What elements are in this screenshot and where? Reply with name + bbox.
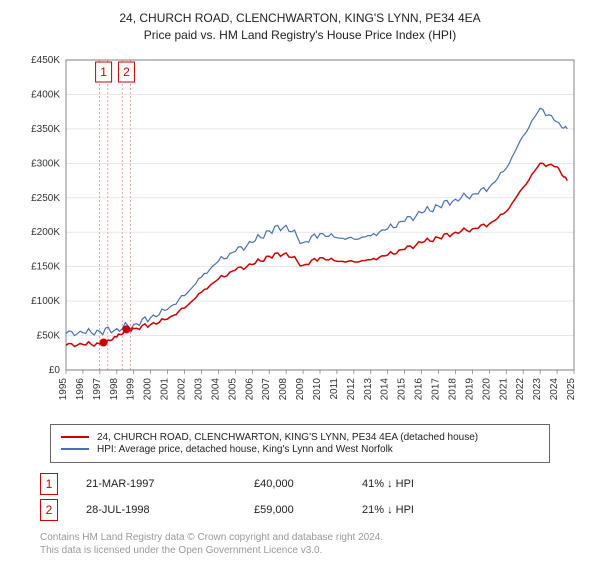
svg-text:2009: 2009 <box>295 377 306 400</box>
marker-point <box>122 325 130 333</box>
svg-text:£50K: £50K <box>37 330 61 341</box>
svg-text:2011: 2011 <box>329 377 340 399</box>
marker-table: 1 21-MAR-1997 £40,000 41% ↓ HPI 2 28-JUL-1998… <box>40 471 560 523</box>
svg-text:2014: 2014 <box>380 377 391 400</box>
marker-delta: 41% ↓ HPI <box>362 478 452 490</box>
marker-number-box: 1 <box>40 473 58 495</box>
svg-text:£250K: £250K <box>31 192 60 203</box>
svg-text:2022: 2022 <box>515 377 526 400</box>
svg-text:2012: 2012 <box>346 377 357 400</box>
title-address: 24, CHURCH ROAD, CLENCHWARTON, KING'S LY… <box>20 10 580 27</box>
svg-text:£350K: £350K <box>31 123 60 134</box>
marker-number-box: 2 <box>40 499 58 521</box>
line-chart: £0 £50K £100K £150K £200K £250K £300K £350K £400… <box>20 52 580 412</box>
legend-row: HPI: Average price, detached house, King… <box>61 444 539 455</box>
legend-box: 24, CHURCH ROAD, CLENCHWARTON, KING'S LY… <box>50 424 550 463</box>
svg-text:2002: 2002 <box>177 377 188 400</box>
svg-text:1996: 1996 <box>75 377 86 400</box>
legend-row: 24, CHURCH ROAD, CLENCHWARTON, KING'S LY… <box>61 432 539 443</box>
svg-text:2000: 2000 <box>143 377 154 400</box>
svg-text:£200K: £200K <box>31 227 60 238</box>
svg-text:2008: 2008 <box>278 377 289 400</box>
attribution-line2: This data is licensed under the Open Gov… <box>40 544 560 557</box>
legend-swatch <box>61 448 89 450</box>
svg-text:2021: 2021 <box>498 377 509 400</box>
marker-point <box>100 338 108 346</box>
svg-text:1998: 1998 <box>109 377 120 400</box>
title-subtitle: Price paid vs. HM Land Registry's House … <box>20 27 580 44</box>
legend-label: HPI: Average price, detached house, King… <box>97 444 393 455</box>
svg-text:2: 2 <box>123 65 130 79</box>
svg-text:1995: 1995 <box>58 377 69 400</box>
attribution-line1: Contains HM Land Registry data © Crown c… <box>40 531 560 544</box>
marker-price: £40,000 <box>254 478 334 490</box>
svg-text:2005: 2005 <box>227 377 238 400</box>
svg-text:£450K: £450K <box>31 55 60 66</box>
legend-label: 24, CHURCH ROAD, CLENCHWARTON, KING'S LY… <box>97 432 478 443</box>
svg-text:1997: 1997 <box>92 377 103 400</box>
svg-text:2001: 2001 <box>160 377 171 400</box>
svg-text:2003: 2003 <box>193 377 204 400</box>
svg-text:2025: 2025 <box>566 377 577 400</box>
svg-text:£300K: £300K <box>31 158 60 169</box>
svg-text:£400K: £400K <box>31 89 60 100</box>
marker-date: 28-JUL-1998 <box>86 504 226 516</box>
svg-text:1999: 1999 <box>126 377 137 400</box>
svg-text:2020: 2020 <box>481 377 492 400</box>
svg-text:£100K: £100K <box>31 296 60 307</box>
svg-text:2004: 2004 <box>210 377 221 400</box>
svg-text:2015: 2015 <box>397 377 408 400</box>
svg-text:2019: 2019 <box>464 377 475 400</box>
marker-delta: 21% ↓ HPI <box>362 504 452 516</box>
svg-text:1: 1 <box>100 65 107 79</box>
legend-swatch <box>61 436 89 438</box>
svg-text:2007: 2007 <box>261 377 272 400</box>
svg-text:2018: 2018 <box>447 377 458 400</box>
svg-text:2017: 2017 <box>431 377 442 400</box>
svg-text:£150K: £150K <box>31 261 60 272</box>
svg-text:2006: 2006 <box>244 377 255 400</box>
chart-container: £0 £50K £100K £150K £200K £250K £300K £350K £400… <box>20 52 580 412</box>
attribution: Contains HM Land Registry data © Crown c… <box>40 531 560 557</box>
marker-row: 2 28-JUL-1998 £59,000 21% ↓ HPI <box>40 497 560 523</box>
marker-row: 1 21-MAR-1997 £40,000 41% ↓ HPI <box>40 471 560 497</box>
marker-date: 21-MAR-1997 <box>86 478 226 490</box>
svg-text:2023: 2023 <box>532 377 543 400</box>
svg-text:2016: 2016 <box>414 377 425 400</box>
svg-text:2013: 2013 <box>363 377 374 400</box>
svg-text:2024: 2024 <box>549 377 560 400</box>
svg-text:2010: 2010 <box>312 377 323 400</box>
svg-text:£0: £0 <box>49 365 61 376</box>
marker-price: £59,000 <box>254 504 334 516</box>
